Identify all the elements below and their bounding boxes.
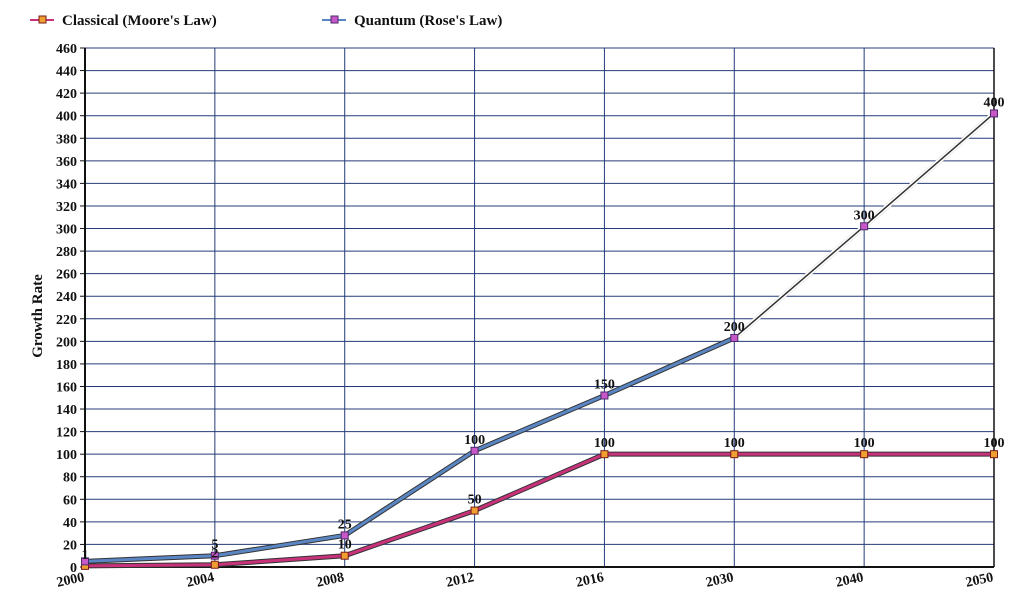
legend-marker [330, 15, 339, 24]
y-tick-label: 320 [56, 200, 77, 215]
data-label: 25 [338, 517, 352, 532]
y-tick-label: 420 [56, 87, 77, 102]
y-tick-label: 80 [63, 471, 77, 486]
y-tick-label: 440 [56, 65, 77, 80]
x-tick-label: 2012 [445, 570, 476, 590]
y-tick-label: 100 [56, 448, 77, 463]
x-axis-ticks: 2000 2004 2008 2012 2016 2030 2040 2050 [55, 570, 995, 590]
series-marker [730, 333, 739, 342]
series-marker [860, 222, 869, 231]
y-axis-ticks: 0 20 40 60 80 100 120 140 160 180 200 220 240 260 280 3… [56, 42, 85, 576]
y-tick-label: 240 [56, 290, 77, 305]
series-marker [600, 450, 609, 459]
series-markers [81, 109, 998, 570]
data-label: 100 [984, 436, 1005, 451]
legend-item: Quantum (Rose's Law) [322, 13, 502, 29]
x-tick-label: 2050 [964, 570, 995, 590]
x-tick-label: 2004 [185, 570, 216, 590]
y-tick-label: 0 [70, 561, 77, 576]
y-tick-label: 260 [56, 268, 77, 283]
series-marker [990, 450, 998, 459]
y-tick-label: 160 [56, 380, 77, 395]
series-marker [600, 391, 609, 400]
series-marker [470, 446, 479, 455]
chart-axes [84, 48, 995, 568]
y-axis-label: Growth Rate [30, 274, 46, 358]
y-tick-label: 180 [56, 358, 77, 373]
series-marker [470, 506, 479, 515]
data-label: 10 [338, 538, 352, 553]
series-marker [81, 557, 89, 566]
data-label: 400 [984, 95, 1005, 110]
series-lines [84, 111, 996, 569]
series-marker [730, 450, 739, 459]
series-marker [210, 551, 219, 560]
y-tick-label: 120 [56, 426, 77, 441]
x-tick-label: 2008 [315, 570, 346, 590]
data-label: 300 [854, 208, 875, 223]
series-marker [990, 109, 998, 118]
series-marker [340, 531, 349, 540]
series-line [84, 452, 994, 568]
x-tick-label: 2000 [55, 570, 86, 590]
data-label: 100 [854, 436, 875, 451]
y-tick-label: 300 [56, 223, 77, 238]
legend-label: Quantum (Rose's Law) [354, 13, 502, 29]
series-marker [860, 450, 869, 459]
data-label: 150 [594, 378, 615, 393]
y-tick-label: 40 [63, 516, 77, 531]
data-label: 200 [724, 320, 745, 335]
data-labels: 1 2 10 50 100 100 100 100 5 25 100 150 200 300 400 [82, 95, 1005, 562]
chart-grid [84, 47, 995, 568]
y-tick-label: 340 [56, 177, 77, 192]
data-label: 100 [724, 436, 745, 451]
y-tick-label: 400 [56, 110, 77, 125]
plot-background [85, 48, 994, 567]
x-tick-label: 2016 [575, 570, 606, 590]
x-tick-label: 2040 [834, 570, 865, 590]
data-label: 100 [594, 436, 615, 451]
data-label: 100 [464, 433, 485, 448]
legend-item: Classical (Moore's Law) [30, 13, 217, 29]
y-tick-label: 380 [56, 132, 77, 147]
series-marker [210, 560, 219, 569]
y-tick-label: 220 [56, 313, 77, 328]
y-tick-label: 280 [56, 245, 77, 260]
data-label: 1 [82, 548, 89, 563]
y-tick-label: 360 [56, 155, 77, 170]
y-tick-label: 140 [56, 403, 77, 418]
legend-label: Classical (Moore's Law) [62, 13, 217, 29]
y-tick-label: 20 [63, 538, 77, 553]
y-tick-label: 460 [56, 42, 77, 57]
data-label: 50 [468, 493, 482, 508]
y-tick-label: 60 [63, 493, 77, 508]
data-label: 5 [211, 538, 218, 553]
y-tick-label: 200 [56, 335, 77, 350]
x-tick-label: 2030 [705, 570, 736, 590]
data-label: 2 [211, 547, 218, 562]
series-marker [340, 551, 349, 560]
legend-marker [38, 15, 47, 24]
legend: Classical (Moore's Law) Quantum (Rose's L… [30, 13, 502, 29]
